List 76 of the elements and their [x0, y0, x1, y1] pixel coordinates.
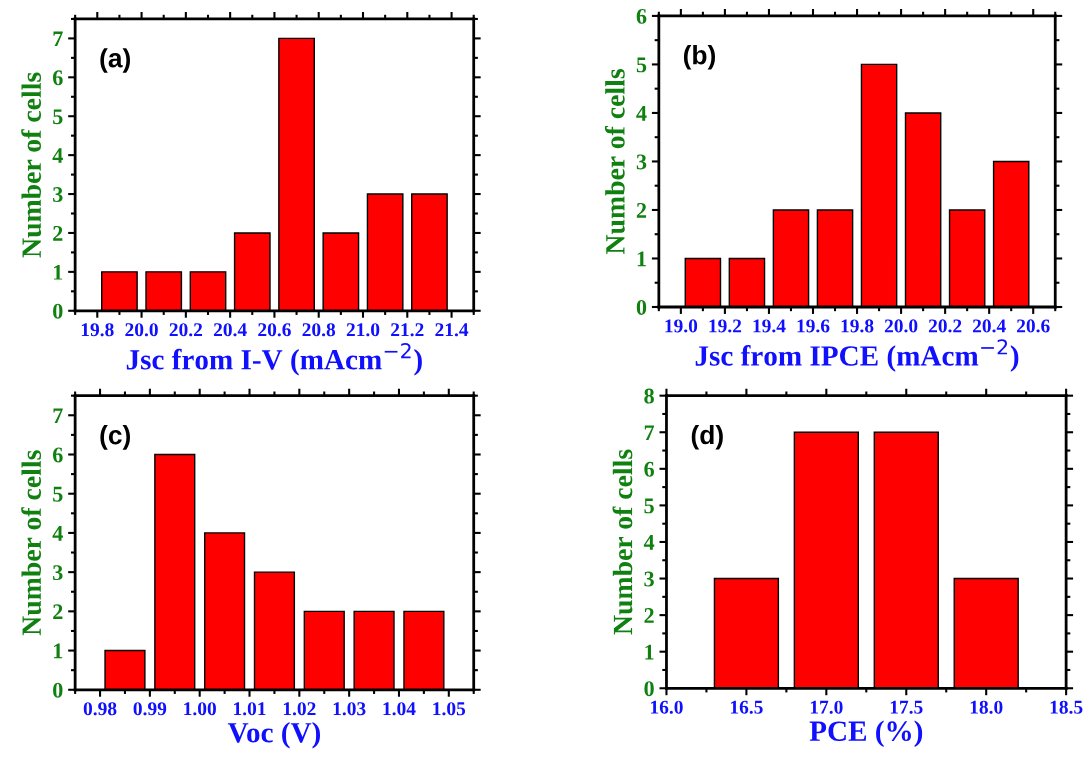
y-axis-title: Number of cells [21, 72, 42, 258]
x-axis-title: Voc (V) [227, 722, 320, 749]
x-tick-label: 19.2 [709, 319, 742, 333]
y-tick-label: 0 [636, 299, 647, 315]
x-tick-label: 1.00 [184, 702, 216, 716]
y-tick-label: 5 [644, 498, 654, 514]
y-tick-label: 2 [53, 225, 63, 241]
x-tick-label: 1.02 [283, 702, 316, 716]
x-axis-title: Jsc from I-V (mAcm$^{−2}$) [126, 343, 422, 376]
y-tick-label: 6 [636, 8, 647, 24]
y-tick-label: 0 [53, 682, 63, 698]
y-tick-label: 3 [53, 565, 63, 581]
x-tick-label: 1.01 [234, 702, 266, 716]
x-tick-label: 18.0 [970, 700, 1003, 714]
y-tick-label: 7 [53, 31, 63, 47]
annotation: (a) [100, 48, 130, 73]
annotation: (b) [683, 45, 716, 70]
x-axis-title: PCE (%) [809, 720, 923, 747]
y-tick-label: 1 [645, 644, 654, 660]
y-axis-title: Number of cells [21, 450, 42, 636]
x-tick-label: 1.05 [433, 702, 466, 716]
y-tick-label: 0 [644, 681, 654, 697]
y-tick-label: 0 [53, 303, 63, 319]
x-tick-label: 20.8 [302, 323, 336, 337]
x-tick-label: 20.6 [258, 323, 291, 337]
x-tick-label: 20.2 [928, 319, 962, 333]
x-tick-label: 20.2 [169, 323, 203, 337]
x-tick-label: 20.6 [1017, 319, 1050, 333]
x-tick-label: 21.0 [346, 323, 380, 337]
y-tick-label: 1 [54, 643, 63, 659]
y-tick-label: 1 [54, 264, 63, 280]
y-tick-label: 2 [636, 202, 647, 218]
y-tick-label: 5 [53, 486, 63, 502]
x-tick-label: 1.03 [333, 702, 366, 716]
y-tick-label: 7 [53, 408, 63, 423]
y-tick-label: 2 [53, 604, 63, 620]
x-tick-label: 20.0 [125, 323, 158, 337]
x-tick-label: 19.8 [81, 323, 114, 337]
x-tick-label: 19.6 [797, 319, 830, 333]
y-tick-label: 3 [644, 571, 654, 587]
y-tick-label: 4 [52, 148, 63, 163]
annotation: (c) [100, 425, 130, 450]
y-tick-label: 4 [52, 526, 63, 541]
x-tick-label: 0.98 [83, 702, 117, 716]
x-tick-label: 20.4 [213, 323, 247, 337]
x-tick-label: 19.0 [665, 319, 698, 333]
y-axis-title: Number of cells [604, 69, 625, 255]
y-tick-label: 2 [644, 608, 654, 623]
x-tick-label: 20.4 [972, 319, 1006, 333]
x-tick-label: 21.2 [391, 323, 424, 337]
y-tick-label: 4 [636, 106, 647, 121]
x-axis-title: Jsc from IPCE (mAcm$^{−2}$) [695, 339, 1019, 372]
y-tick-label: 4 [643, 535, 655, 550]
y-tick-label: 6 [52, 70, 63, 86]
y-tick-label: 8 [644, 388, 654, 404]
y-axis-title: Number of cells [612, 449, 633, 635]
x-tick-label: 17.5 [890, 700, 923, 714]
x-tick-label: 19.4 [753, 319, 786, 333]
y-tick-label: 1 [637, 251, 646, 267]
y-tick-label: 7 [644, 425, 655, 440]
y-tick-label: 5 [53, 109, 63, 125]
x-tick-label: 19.8 [841, 319, 874, 333]
x-tick-label: 16.0 [651, 700, 683, 714]
x-tick-label: 20.0 [884, 319, 918, 333]
y-tick-label: 6 [52, 447, 63, 463]
y-tick-label: 6 [644, 461, 655, 477]
x-tick-label: 17.0 [810, 700, 843, 714]
y-tick-label: 5 [636, 57, 647, 73]
x-tick-label: 21.4 [435, 323, 469, 337]
x-tick-label: 1.04 [383, 702, 416, 716]
y-tick-label: 3 [53, 187, 63, 202]
x-tick-label: 16.5 [730, 700, 763, 714]
x-tick-label: 18.5 [1050, 700, 1083, 714]
annotation: (d) [691, 424, 723, 450]
y-tick-label: 3 [636, 154, 647, 170]
x-tick-label: 0.99 [133, 702, 167, 716]
